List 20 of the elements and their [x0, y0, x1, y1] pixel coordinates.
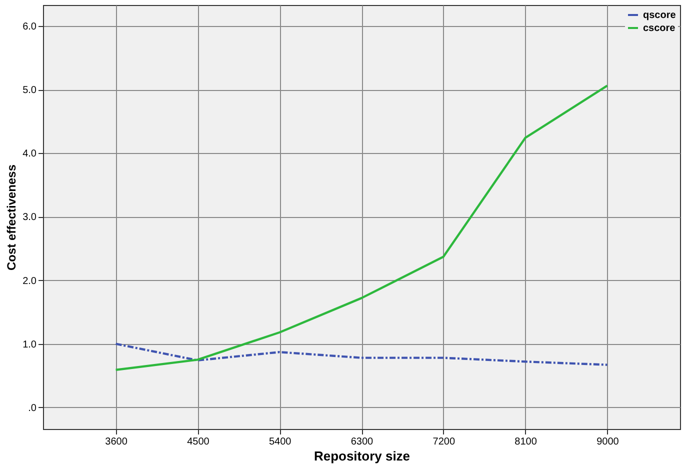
y-tick-label: 2.0: [22, 276, 37, 287]
legend-label: qscore: [643, 10, 676, 21]
y-tick-label: 5.0: [22, 85, 37, 96]
x-tick-label: 9000: [596, 436, 620, 448]
y-axis-title: Cost effectiveness: [4, 164, 19, 271]
y-tick-label: .0: [28, 402, 37, 414]
x-tick-label: 4500: [187, 436, 210, 448]
y-tick-label: 4.0: [22, 148, 37, 160]
x-axis-title: Repository size: [314, 448, 410, 464]
y-tick-label: 6.0: [22, 21, 37, 32]
x-tick-label: 8100: [514, 436, 538, 448]
y-tick-label: 3.0: [22, 212, 37, 224]
y-tick-label: 1.0: [22, 339, 37, 350]
x-tick-label: 6300: [350, 436, 374, 448]
legend-label: cscore: [643, 23, 676, 34]
x-tick-label: 7200: [432, 436, 456, 448]
line-series: [114, 84, 608, 371]
x-tick-label: 5400: [268, 436, 292, 448]
line-series: [114, 342, 608, 366]
x-tick-label: 3600: [105, 436, 128, 448]
